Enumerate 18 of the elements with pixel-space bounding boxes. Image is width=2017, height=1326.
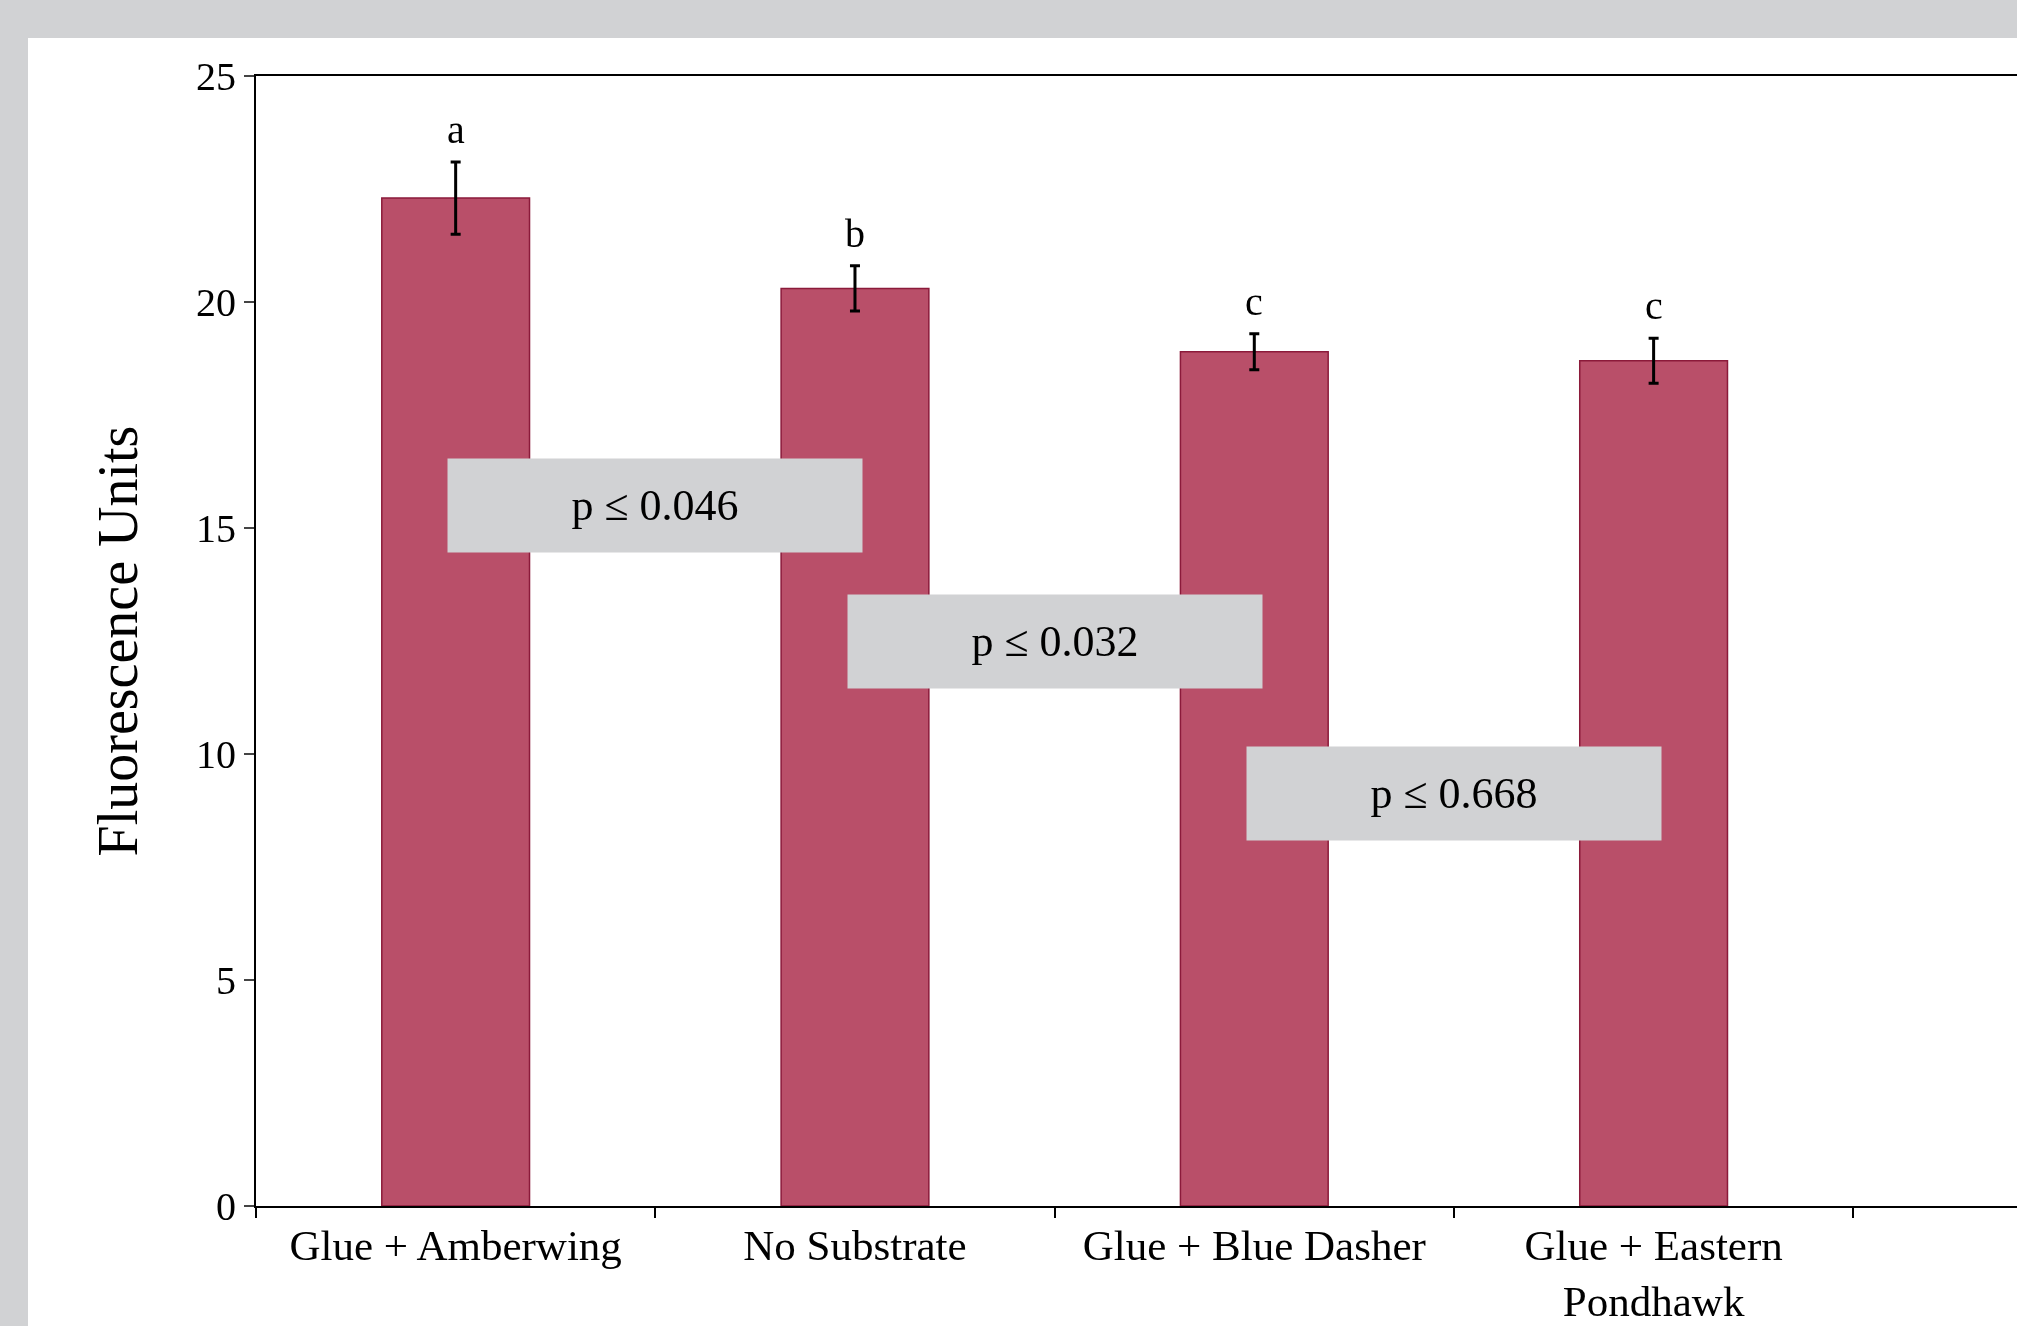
annotation: c [1245, 279, 1263, 324]
annotation: p ≤ 0.668 [1370, 769, 1538, 818]
y-tick-label: 15 [196, 506, 236, 551]
x-tick-label: Glue + Eastern Pondhawk [1524, 1221, 1783, 1325]
x-tick-label: Glue + Amberwing [289, 1221, 622, 1269]
x-tick-label: Glue + Blue Dasher [1082, 1221, 1426, 1269]
x-tick-label: No Substrate [743, 1221, 967, 1269]
y-tick-label: 5 [216, 958, 236, 1003]
y-tick-label: 25 [196, 54, 236, 99]
y-tick-label: 10 [196, 732, 236, 777]
annotation: b [845, 211, 865, 256]
annotation: p ≤ 0.046 [571, 481, 739, 530]
annotation: c [1645, 283, 1663, 328]
y-tick-label: 0 [216, 1184, 236, 1229]
annotation: a [447, 107, 465, 152]
annotation: p ≤ 0.032 [971, 617, 1139, 666]
y-axis-title: Fluorescence Units [87, 425, 150, 857]
y-tick-label: 20 [196, 280, 236, 325]
